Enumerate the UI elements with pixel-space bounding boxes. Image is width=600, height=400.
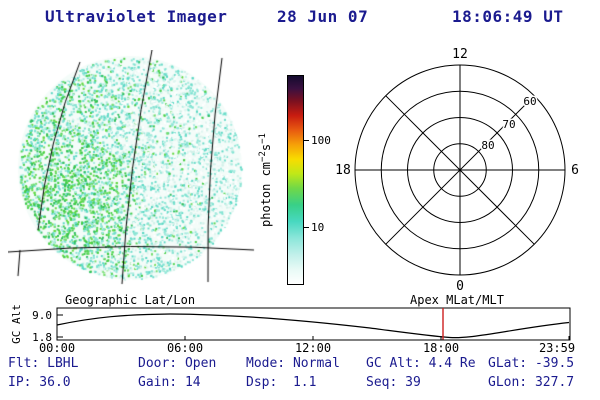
colorbar-tick-10 xyxy=(304,227,309,228)
colorbar-tick-label-100: 100 xyxy=(311,134,331,147)
polar-grid-lines xyxy=(354,64,566,276)
header-date: 28 Jun 07 xyxy=(277,7,369,26)
status-seq: Seq: 39 xyxy=(366,375,421,390)
uv-disk-canvas xyxy=(8,50,258,290)
gc-alt-strip-chart: Geographic Lat/Lon Apex MLat/MLT 9.0 1.8… xyxy=(10,293,575,355)
gc-alt-curve xyxy=(56,313,570,339)
colorbar-tick-100 xyxy=(304,140,309,141)
status-gc-alt: GC Alt: 4.4 Re xyxy=(366,356,476,371)
mlt-label-18: 18 xyxy=(335,163,351,178)
mlt-label-0: 0 xyxy=(456,279,464,294)
xtick-label-2359: 23:59 xyxy=(539,341,575,355)
xtick-label-1800: 18:00 xyxy=(423,341,459,355)
status-door: Door: Open xyxy=(138,356,217,371)
strip-title-right: Apex MLat/MLT xyxy=(410,293,504,307)
status-mode: Mode: Normal xyxy=(246,356,340,371)
colorbar-label: photon cm−2s−1 xyxy=(258,133,273,227)
strip-axes-box xyxy=(56,307,571,341)
status-dsp: Dsp: 1.1 xyxy=(246,375,317,390)
ytick-label-9: 9.0 xyxy=(32,309,52,322)
xtick-label-1200: 12:00 xyxy=(295,341,331,355)
status-glon: GLon: 327.7 xyxy=(488,375,575,390)
strip-title-left: Geographic Lat/Lon xyxy=(65,293,195,307)
colorbar xyxy=(287,75,304,285)
xtick-label-0000: 00:00 xyxy=(39,341,75,355)
mlt-label-12: 12 xyxy=(452,47,468,62)
status-ip: IP: 36.0 xyxy=(8,375,71,390)
xtick-label-0600: 06:00 xyxy=(167,341,203,355)
header-time: 18:06:49 UT xyxy=(452,7,564,26)
strip-ylabel: GC Alt xyxy=(10,304,23,344)
status-glat: GLat: -39.5 xyxy=(488,356,575,371)
status-gain: Gain: 14 xyxy=(138,375,201,390)
lat-label-60: 60 xyxy=(523,95,536,108)
lat-label-70: 70 xyxy=(502,118,515,131)
colorbar-tick-label-10: 10 xyxy=(311,221,325,234)
mlt-label-6: 6 xyxy=(571,163,579,178)
status-flt: Flt: LBHL xyxy=(8,356,79,371)
polar-mlat-mlt-grid: 12 18 6 0 60 70 80 xyxy=(335,47,579,294)
ytick-label-1-8: 1.8 xyxy=(32,331,52,344)
app-title: Ultraviolet Imager xyxy=(45,7,228,26)
lat-label-80: 80 xyxy=(481,139,494,152)
